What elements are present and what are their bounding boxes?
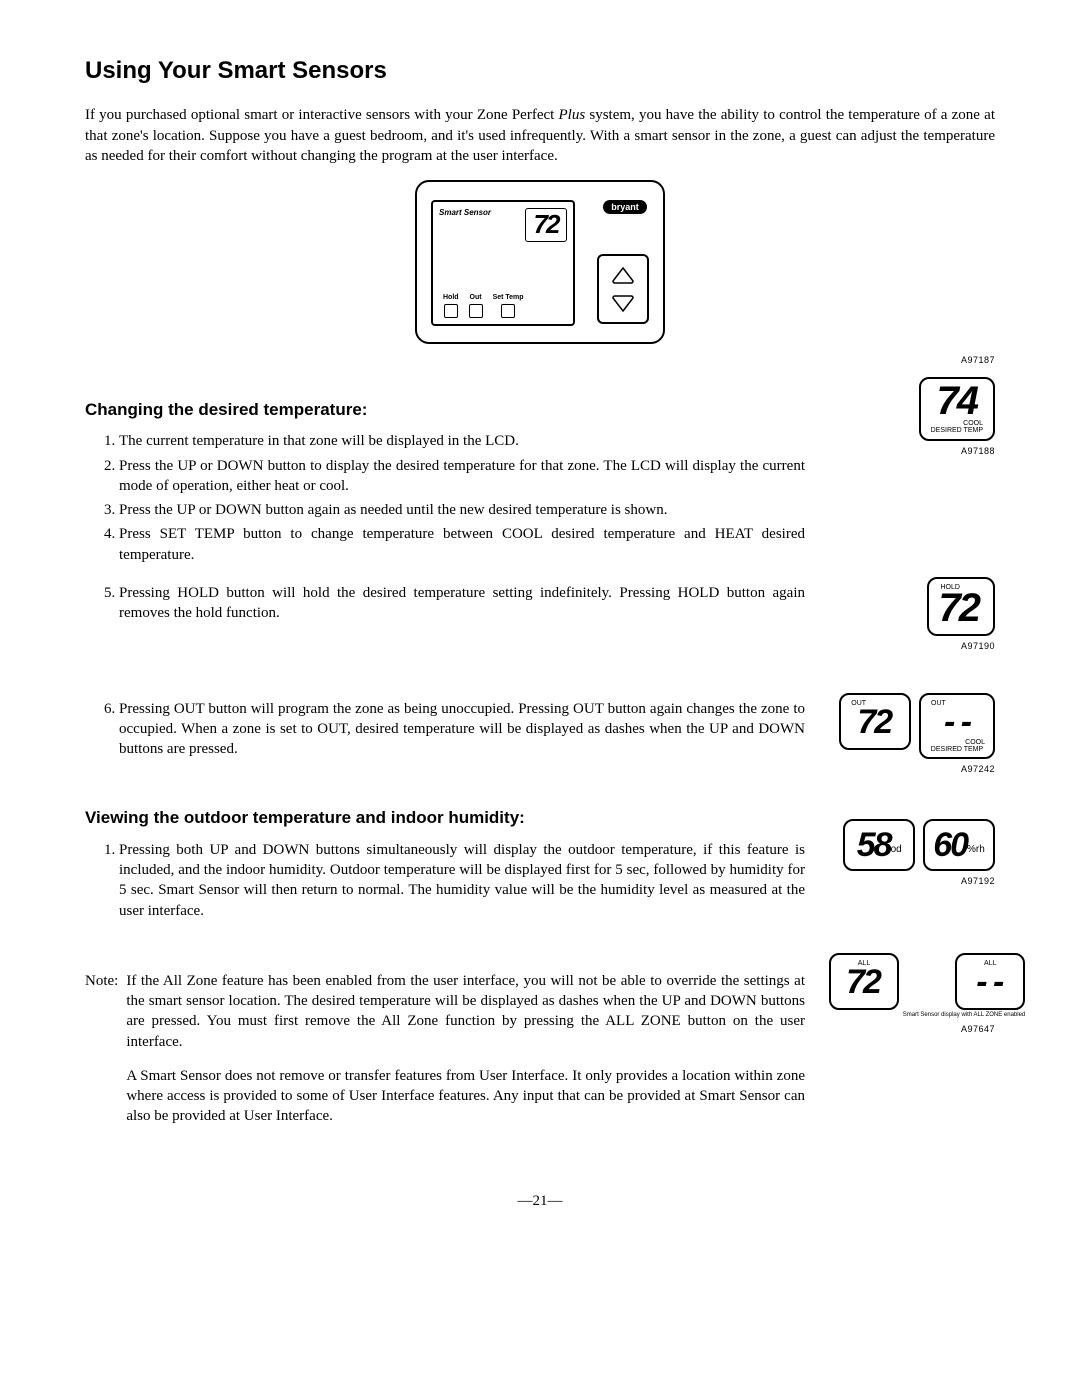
figure-ref-odrh: A97192 bbox=[825, 875, 995, 887]
figure-ref-74: A97188 bbox=[825, 445, 995, 457]
fig-od-value: 58 bbox=[857, 826, 891, 864]
page-number: —21— bbox=[85, 1191, 995, 1211]
section1-step-5: Pressing HOLD button will hold the desir… bbox=[85, 583, 805, 624]
step-3: Press the UP or DOWN button again as nee… bbox=[119, 500, 805, 520]
up-arrow-icon bbox=[610, 265, 636, 285]
smart-sensor-label: Smart Sensor bbox=[439, 208, 491, 219]
fig-72-hold-value: 72 bbox=[939, 586, 980, 630]
step-6: Pressing OUT button will program the zon… bbox=[119, 699, 805, 760]
section1-heading: Changing the desired temperature: bbox=[85, 399, 805, 422]
fig-out-a-value: 72 bbox=[857, 703, 891, 741]
figure-ref-out: A97242 bbox=[825, 763, 995, 775]
fig-rh-value: 60 bbox=[933, 826, 967, 864]
figure-ref-main: A97187 bbox=[85, 354, 995, 366]
fig-out-panel-b: OUT - - COOL DESIRED TEMP bbox=[919, 693, 995, 759]
fig-all-a-value: 72 bbox=[846, 963, 880, 1001]
lcd-temp-box: 72 bbox=[525, 208, 567, 242]
figure-ref-72h: A97190 bbox=[825, 640, 995, 652]
intro-text-a: If you purchased optional smart or inter… bbox=[85, 107, 559, 123]
note-label: Note: bbox=[85, 971, 118, 1141]
fig-all-caption: Smart Sensor display with ALL ZONE enabl… bbox=[903, 1012, 1026, 1019]
lcd-panel: Smart Sensor 72 Hold Out Set Temp bbox=[431, 200, 575, 326]
step-4: Press SET TEMP button to change temperat… bbox=[119, 524, 805, 565]
up-down-buttons[interactable] bbox=[597, 254, 649, 324]
set-temp-button[interactable]: Set Temp bbox=[493, 293, 524, 318]
note-paragraph-1: If the All Zone feature has been enabled… bbox=[126, 971, 805, 1052]
down-arrow-icon bbox=[610, 294, 636, 314]
brand-logo: bryant bbox=[603, 200, 647, 214]
out-button[interactable]: Out bbox=[469, 293, 483, 318]
lcd-temp-value: 72 bbox=[534, 209, 559, 239]
fig-74-value: 74 bbox=[937, 379, 978, 423]
step-5: Pressing HOLD button will hold the desir… bbox=[119, 583, 805, 624]
note-block: Note: If the All Zone feature has been e… bbox=[85, 971, 805, 1141]
section2-steps: Pressing both UP and DOWN buttons simult… bbox=[85, 840, 805, 921]
section1-step-6: Pressing OUT button will program the zon… bbox=[85, 699, 805, 760]
fig-out-panel-a: OUT 72 bbox=[839, 693, 911, 750]
figure-ref-all: A97647 bbox=[825, 1023, 995, 1035]
fig-out-b-sub: DESIRED TEMP bbox=[929, 745, 985, 754]
intro-plus: Plus bbox=[559, 107, 586, 123]
page-title: Using Your Smart Sensors bbox=[85, 55, 995, 87]
fig-all-panel-a: ALL 72 bbox=[829, 953, 899, 1010]
fig-74-sub: DESIRED TEMP bbox=[931, 426, 983, 435]
step-2: Press the UP or DOWN button to display t… bbox=[119, 456, 805, 497]
fig-od-panel: 58od bbox=[843, 819, 915, 871]
main-sensor-figure: Smart Sensor 72 Hold Out Set Temp bryant bbox=[85, 180, 995, 350]
hold-button[interactable]: Hold bbox=[443, 293, 459, 318]
fig-out-b-value: - - bbox=[944, 703, 970, 741]
section2-heading: Viewing the outdoor temperature and indo… bbox=[85, 807, 805, 830]
fig-od-unit: od bbox=[891, 844, 902, 855]
fig-rh-panel: 60%rh bbox=[923, 819, 995, 871]
sec2-step-1: Pressing both UP and DOWN buttons simult… bbox=[119, 840, 805, 921]
fig-all-b-value: - - bbox=[976, 963, 1002, 1001]
intro-paragraph: If you purchased optional smart or inter… bbox=[85, 105, 995, 166]
note-paragraph-2: A Smart Sensor does not remove or transf… bbox=[126, 1066, 805, 1127]
fig-72-hold-panel: HOLD 72 bbox=[927, 577, 996, 636]
fig-rh-unit: %rh bbox=[967, 844, 985, 855]
fig-all-panel-b: ALL - - bbox=[955, 953, 1025, 1010]
fig-74-panel: 74 COOL DESIRED TEMP bbox=[919, 377, 995, 442]
section1-steps-1-4: The current temperature in that zone wil… bbox=[85, 431, 805, 565]
step-1: The current temperature in that zone wil… bbox=[119, 431, 805, 451]
